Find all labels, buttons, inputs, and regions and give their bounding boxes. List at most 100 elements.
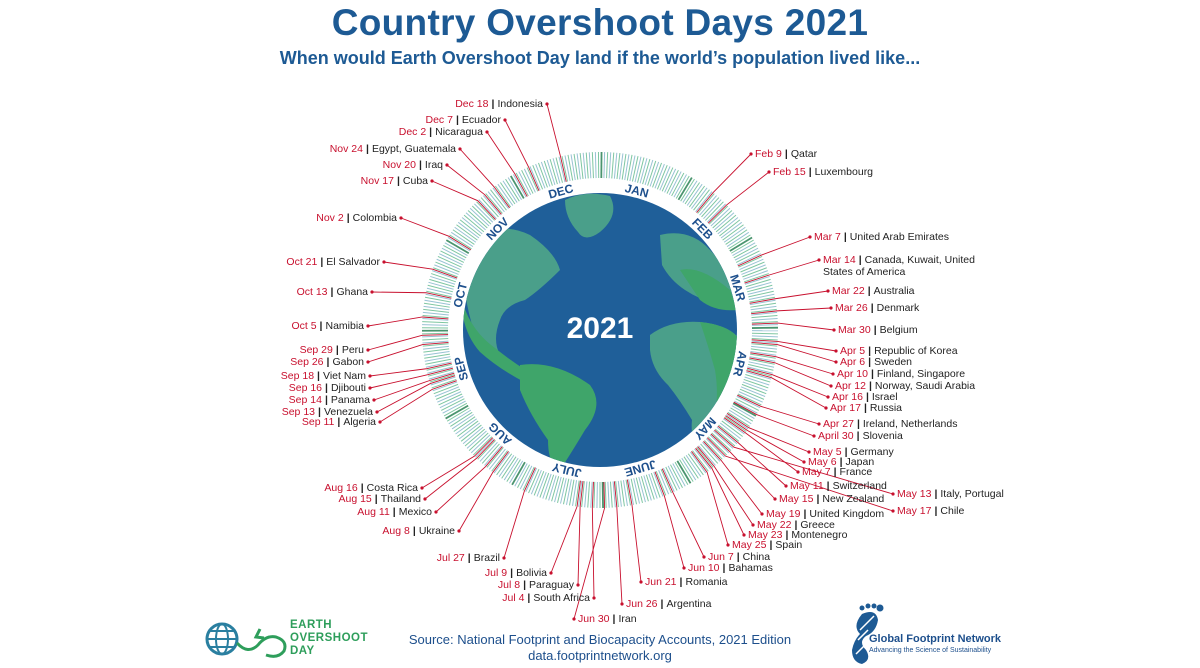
- country-name: Republic of Korea: [874, 345, 958, 357]
- country-name: South Africa: [533, 592, 590, 604]
- overshoot-date: Oct 13: [296, 286, 328, 298]
- source-text: Source: National Footprint and Biocapaci…: [408, 632, 792, 647]
- country-name: Ecuador: [461, 114, 501, 126]
- country-label: Feb 9 | Qatar: [755, 148, 818, 160]
- country-label: Sep 18 | Viet Nam: [280, 370, 366, 382]
- overshoot-date: Jun 7: [708, 551, 734, 563]
- overshoot-date: Mar 26: [835, 302, 868, 314]
- country-name: Spain: [775, 539, 803, 551]
- country-name: Bolivia: [516, 567, 547, 579]
- country-label: Dec 2 | Nicaragua: [398, 126, 483, 138]
- eod-word-2: OVERSHOOT: [290, 632, 368, 644]
- country-label: Oct 21 | El Salvador: [286, 256, 380, 268]
- overshoot-date: Mar 14: [823, 254, 856, 266]
- overshoot-date: Jun 10: [688, 562, 720, 574]
- gfn-tagline: Advancing the Science of Sustainability: [869, 647, 992, 654]
- country-name: Slovenia: [862, 430, 903, 442]
- country-label: April 30 | Slovenia: [818, 430, 903, 442]
- overshoot-date: May 19: [766, 508, 801, 520]
- country-label: Sep 14 | Panama: [288, 394, 370, 406]
- country-label: Jun 26 | Argentina: [626, 598, 712, 610]
- overshoot-date: May 5: [813, 446, 842, 458]
- overshoot-date: Dec 2: [398, 126, 427, 138]
- country-label: Apr 6 | Sweden: [840, 356, 913, 368]
- overshoot-date: May 11: [790, 480, 824, 492]
- country-label: May 7 | France: [802, 466, 873, 478]
- country-label: Apr 10 | Finland, Singapore: [837, 368, 966, 380]
- country-name: Switzerland: [832, 480, 887, 492]
- country-name: Montenegro: [791, 529, 848, 541]
- overshoot-date: Dec 7: [425, 114, 453, 126]
- overshoot-date: Sep 26: [290, 356, 324, 368]
- eod-word-3: DAY: [290, 645, 315, 657]
- overshoot-date: Feb 15: [773, 166, 806, 178]
- country-name: United Kingdom: [809, 508, 885, 520]
- country-label: May 11 | Switzerland: [790, 480, 887, 492]
- overshoot-date: Nov 2: [316, 212, 344, 224]
- country-name: Viet Nam: [323, 370, 366, 382]
- country-name: Canada, Kuwait, United States of America: [823, 254, 975, 278]
- overshoot-date: Jul 27: [436, 552, 465, 564]
- page-subtitle: When would Earth Overshoot Day land if t…: [279, 48, 921, 68]
- overshoot-date: May 22: [757, 519, 792, 531]
- country-name: Venezuela: [323, 406, 373, 418]
- country-name: Russia: [869, 402, 902, 414]
- country-name: Ireland, Netherlands: [862, 418, 958, 430]
- country-name: Iraq: [424, 159, 443, 171]
- month-label: JAN: [623, 181, 650, 201]
- overshoot-date: Apr 16: [832, 391, 863, 403]
- country-label: May 23 | Montenegro: [748, 529, 848, 541]
- country-name: United Arab Emirates: [849, 231, 950, 243]
- overshoot-date: Apr 17: [830, 402, 861, 414]
- country-name: Israel: [871, 391, 898, 403]
- country-name: Sweden: [874, 356, 913, 368]
- country-name: Denmark: [876, 302, 920, 314]
- overshoot-date: Apr 10: [837, 368, 868, 380]
- country-name: Japan: [845, 456, 875, 468]
- country-name: Paraguay: [529, 579, 574, 591]
- overshoot-date: Aug 8: [382, 525, 410, 537]
- country-name: Brazil: [473, 552, 500, 564]
- country-name: China: [742, 551, 771, 563]
- overshoot-date: Sep 13: [281, 406, 315, 418]
- country-label: May 6 | Japan: [808, 456, 875, 468]
- country-label: Nov 2 | Colombia: [316, 212, 397, 224]
- country-label: Feb 15 | Luxembourg: [773, 166, 874, 178]
- overshoot-date: Apr 5: [840, 345, 866, 357]
- country-label: Apr 27 | Ireland, Netherlands: [823, 418, 958, 430]
- eod-word-1: EARTH: [290, 619, 333, 631]
- overshoot-date: Apr 6: [840, 356, 866, 368]
- country-label: Jul 9 | Bolivia: [484, 567, 547, 579]
- source-citation: Source: National Footprint and Biocapaci…: [380, 632, 820, 664]
- month-label: JULY: [551, 460, 583, 480]
- source-url[interactable]: data.footprintnetwork.org: [528, 648, 672, 663]
- country-name: Australia: [873, 285, 915, 297]
- country-label: Jun 7 | China: [708, 551, 771, 563]
- country-label: Oct 13 | Ghana: [296, 286, 368, 298]
- country-name: Indonesia: [497, 98, 543, 110]
- overshoot-date: May 7: [802, 466, 831, 478]
- overshoot-date: May 17: [897, 505, 932, 517]
- country-label: Mar 26 | Denmark: [835, 302, 920, 314]
- country-name: Djibouti: [330, 382, 366, 394]
- country-label: Apr 12 | Norway, Saudi Arabia: [835, 380, 976, 392]
- country-label: May 19 | United Kingdom: [766, 508, 885, 520]
- country-label: Jun 30 | Iran: [578, 613, 637, 625]
- overshoot-date: Jun 30: [578, 613, 610, 625]
- country-name: Ukraine: [418, 525, 455, 537]
- country-name: Bahamas: [728, 562, 773, 574]
- country-label: Nov 17 | Cuba: [360, 175, 428, 187]
- month-label: DEC: [547, 181, 576, 201]
- overshoot-date: Dec 18: [455, 98, 489, 110]
- country-label: Apr 16 | Israel: [832, 391, 898, 403]
- country-name: New Zealand: [822, 493, 885, 505]
- earth-overshoot-day-wordmark: EARTH OVERSHOOT DAY: [290, 619, 368, 658]
- overshoot-date: Apr 27: [823, 418, 854, 430]
- country-label: Aug 15 | Thailand: [338, 493, 421, 505]
- overshoot-date: Sep 11: [301, 416, 335, 428]
- country-label: Aug 8 | Ukraine: [382, 525, 455, 537]
- country-label: Sep 11 | Algeria: [301, 416, 376, 428]
- country-name: Namibia: [325, 320, 364, 332]
- overshoot-date: Oct 5: [291, 320, 317, 332]
- country-label: May 22 | Greece: [757, 519, 835, 531]
